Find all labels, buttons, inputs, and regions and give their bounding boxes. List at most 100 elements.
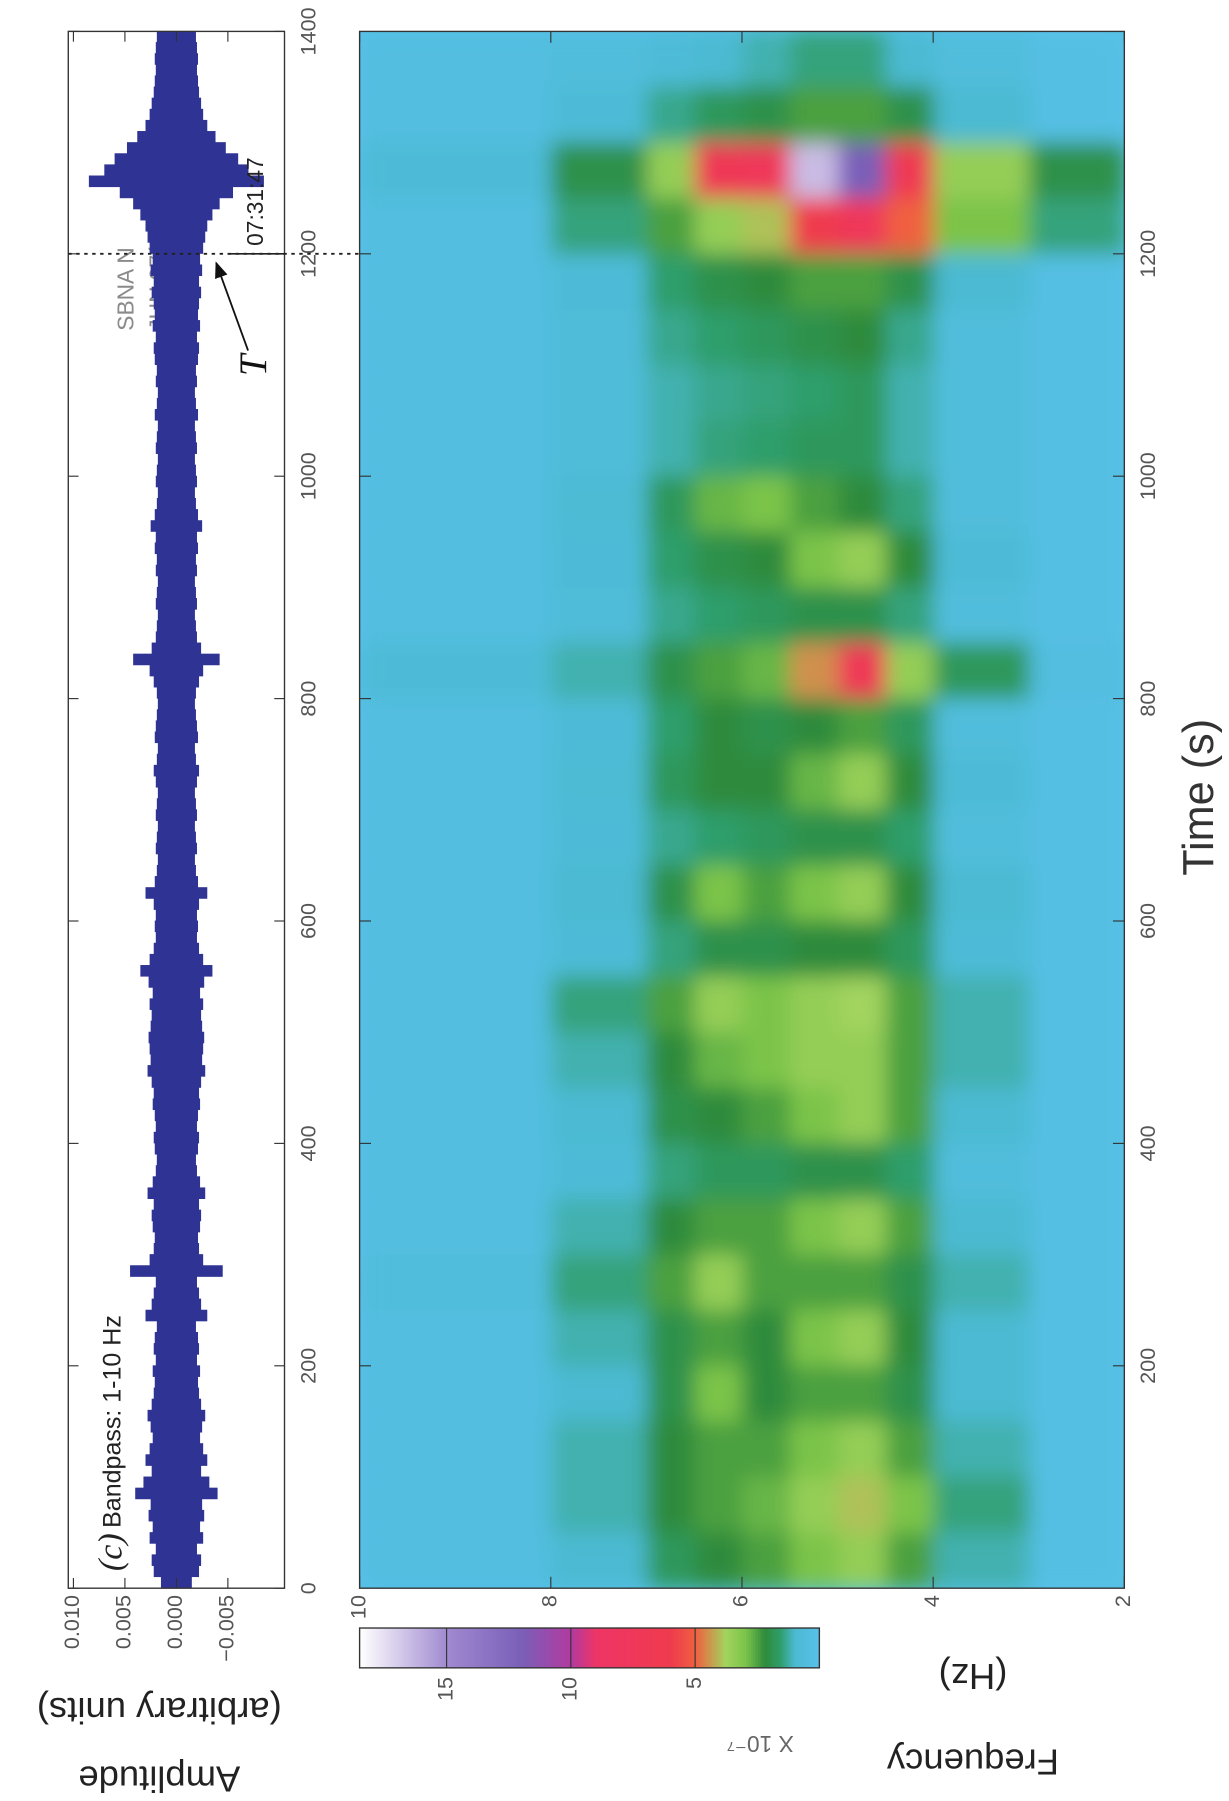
heatmap-cell [933, 920, 1030, 977]
colorbar-slice [575, 1628, 579, 1668]
heatmap-cell [933, 364, 1030, 421]
trace-segment [154, 1376, 199, 1389]
heatmap-cell [694, 253, 743, 310]
colorbar-slice [460, 1628, 464, 1668]
colorbar-slice [564, 1628, 568, 1668]
trace-segment [153, 675, 200, 688]
colorbar-slice [734, 1628, 738, 1668]
trace-segment [157, 609, 195, 621]
colorbar-slice [410, 1628, 414, 1668]
colorbar-slice [561, 1628, 565, 1668]
colorbar-slice [814, 1628, 818, 1668]
colorbar-slice [364, 1628, 368, 1668]
heatmap-cell [694, 531, 743, 588]
heatmap-cell [885, 475, 934, 532]
trace-segment [150, 520, 203, 532]
heatmap-cell [741, 1087, 791, 1144]
trace-segment [151, 1554, 202, 1566]
x-tick-label: 1000 [295, 452, 320, 500]
x-tick-label: 200 [1135, 1348, 1160, 1384]
x-tick-label: 400 [295, 1125, 320, 1161]
heatmap-cell [837, 1198, 886, 1255]
heatmap-cell [885, 1142, 934, 1199]
heatmap-cell [837, 142, 886, 199]
trace-segment [156, 1154, 196, 1166]
heatmap-cell [741, 1309, 791, 1366]
heatmap-cell [646, 864, 695, 922]
trace-segment [149, 953, 204, 966]
heatmap-cell [741, 809, 791, 866]
heatmap-cell [1028, 1087, 1125, 1144]
colorbar-slice [789, 1628, 793, 1668]
trace-segment [114, 153, 239, 165]
trace-segment [151, 286, 202, 299]
trace-segment [151, 1465, 202, 1477]
heatmap-cell [933, 1309, 1030, 1366]
heatmap-cell [789, 864, 839, 922]
heatmap-cell [359, 308, 552, 366]
heatmap-cell [359, 753, 552, 810]
heatmap-cell [694, 1532, 743, 1589]
y-tick-label: 0.005 [111, 1595, 136, 1649]
heatmap-cell [933, 1254, 1030, 1311]
heatmap-cell [550, 1476, 647, 1533]
colorbar-slice [513, 1628, 517, 1668]
heatmap-cell [1028, 976, 1125, 1033]
colorbar-slice [713, 1628, 717, 1668]
heatmap-cell [646, 364, 695, 421]
y-tick-label: 0.000 [162, 1595, 187, 1649]
heatmap-cell [359, 920, 552, 977]
heatmap-cell [694, 864, 743, 922]
colorbar-slice [745, 1628, 749, 1668]
colorbar-slice [451, 1628, 455, 1668]
heatmap-cell [741, 531, 791, 588]
colorbar-slice [621, 1628, 625, 1668]
heatmap-cell [933, 1365, 1030, 1422]
colorbar-slice [502, 1628, 506, 1668]
heatmap-cell [550, 1365, 647, 1422]
trace-segment [155, 475, 197, 488]
heatmap-cell [646, 698, 695, 755]
colorbar-slice [603, 1628, 607, 1668]
colorbar-slice [456, 1628, 460, 1668]
heatmap-cell [550, 253, 647, 310]
heatmap-cell [837, 698, 886, 755]
trace-segment [150, 1498, 203, 1511]
colorbar-slice [472, 1628, 476, 1668]
heatmap-cell [837, 809, 886, 866]
heatmap-cell [694, 1031, 743, 1088]
x-tick-label: 600 [295, 903, 320, 939]
heatmap-cell [550, 809, 647, 866]
heatmap-cell [789, 1031, 839, 1088]
y-tick-label: 6 [728, 1595, 753, 1607]
colorbar-slice [711, 1628, 715, 1668]
trace-segment [155, 1354, 197, 1366]
heatmap-cell [789, 142, 839, 199]
colorbar-slice [440, 1628, 444, 1668]
heatmap-cell [837, 1254, 886, 1311]
colorbar-slice [798, 1628, 802, 1668]
colorbar-slice [391, 1628, 395, 1668]
trace-segment [153, 1387, 200, 1400]
trace-segment [152, 1220, 201, 1233]
heatmap-cell [885, 420, 934, 477]
colorbar-slice [359, 1628, 363, 1668]
colorbar-slice [589, 1628, 593, 1668]
colorbar-slice [555, 1628, 558, 1668]
trace-segment [157, 420, 195, 432]
trace-segment [149, 1532, 204, 1544]
colorbar-slice [768, 1628, 772, 1668]
heatmap-cell [741, 86, 791, 143]
colorbar-slice [394, 1628, 398, 1668]
trace-segment [153, 1565, 200, 1578]
heatmap-cell [933, 1476, 1030, 1533]
colorbar-slice [373, 1628, 377, 1668]
colorbar-slice [681, 1628, 685, 1668]
heatmap-cell [359, 1031, 552, 1088]
colorbar-slice [759, 1628, 763, 1668]
trace-segment [153, 1087, 200, 1099]
heatmap-cell [933, 197, 1030, 254]
marker-arrow [215, 261, 249, 351]
trace-segment [152, 1365, 201, 1377]
heatmap-cell [789, 753, 839, 810]
